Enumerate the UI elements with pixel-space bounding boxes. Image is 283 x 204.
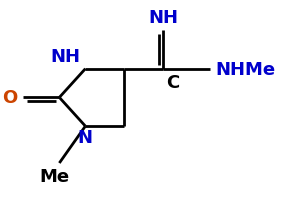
Text: NHMe: NHMe [216,60,276,78]
Text: NH: NH [50,47,80,65]
Text: C: C [166,73,179,91]
Text: NH: NH [149,9,179,27]
Text: N: N [78,129,93,146]
Text: O: O [3,89,18,107]
Text: Me: Me [39,167,69,185]
